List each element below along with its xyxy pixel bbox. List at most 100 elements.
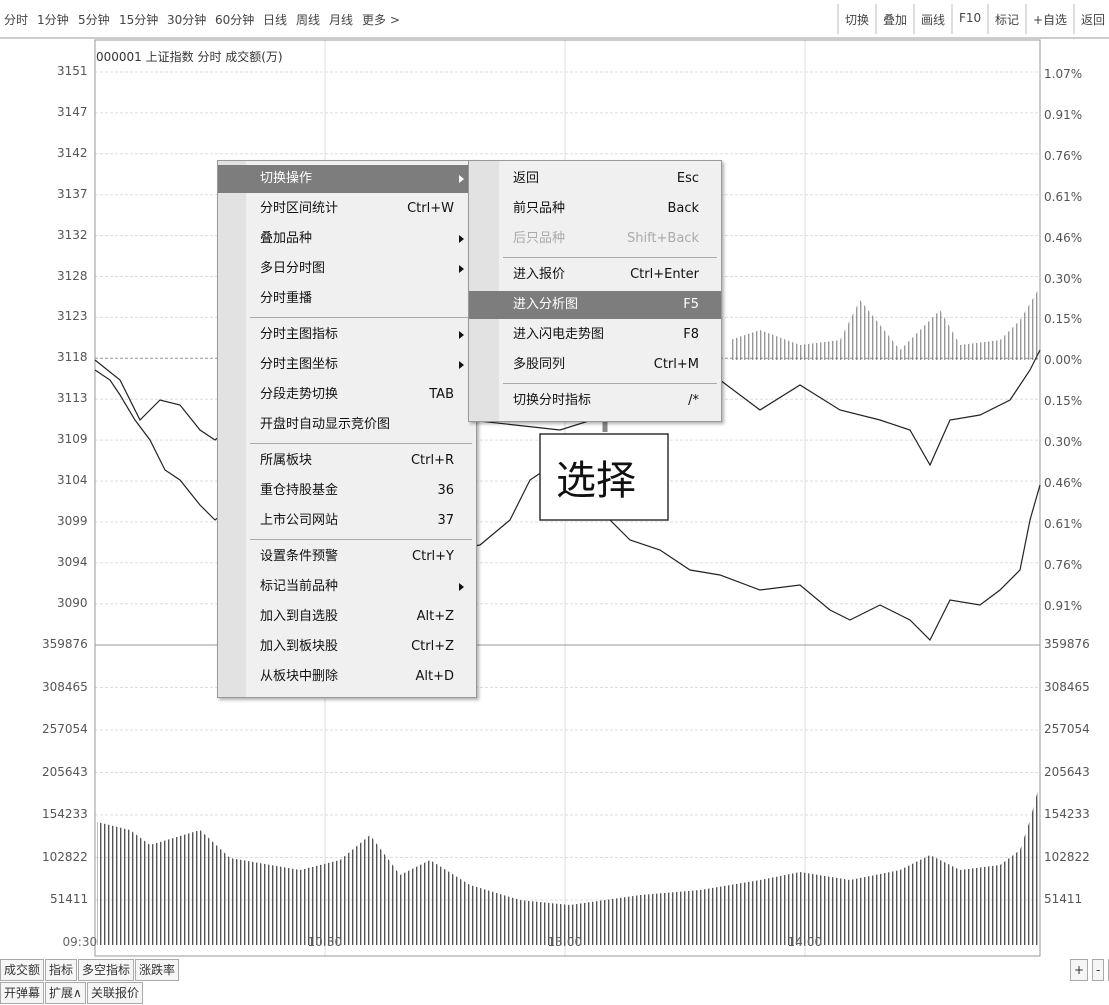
menu-item-label: 所属板块 xyxy=(260,453,313,468)
left-axis-label: 3132 xyxy=(57,227,88,242)
menu-item-shortcut: /* xyxy=(688,393,699,408)
menu-item-label: 叠加品种 xyxy=(260,231,313,246)
menu-item-label: 返回 xyxy=(513,171,540,186)
menu-item[interactable]: 多日分时图 xyxy=(218,255,476,283)
right-axis-label: 359876 xyxy=(1044,637,1090,651)
right-axis-label: 0.46% xyxy=(1044,476,1083,490)
bottom-tab[interactable]: 多空指标 xyxy=(78,959,135,981)
toolbar-button[interactable]: 叠加 xyxy=(883,13,908,27)
left-axis-label: 102822 xyxy=(42,849,88,864)
right-axis-label: 0.00% xyxy=(1044,353,1083,368)
right-axis-label: 1.07% xyxy=(1044,67,1083,81)
zoom-button[interactable]: - xyxy=(1092,959,1105,981)
menu-item-label: 进入闪电走势图 xyxy=(513,327,605,342)
left-axis-label: 3109 xyxy=(57,432,88,447)
menu-item[interactable]: 分时重播 xyxy=(218,285,476,313)
left-axis-label: 3094 xyxy=(57,554,88,569)
menu-item-label: 分时区间统计 xyxy=(260,201,339,216)
menu-item[interactable]: 加入到自选股 Alt+Z xyxy=(218,603,476,631)
menu-item[interactable]: 分时主图指标 xyxy=(218,321,476,349)
right-axis-label: 205643 xyxy=(1044,764,1090,779)
menu-item[interactable]: 返回 Esc xyxy=(469,165,721,193)
left-axis-label: 3099 xyxy=(57,513,88,528)
submenu: 返回 Esc 前只品种 Back 后只品种 Shift+Back 进入报价 Ctrl+Ente… xyxy=(468,160,722,422)
volume-bars xyxy=(97,790,1038,945)
menu-item[interactable]: 加入到板块股 Ctrl+Z xyxy=(218,633,476,661)
left-axis-label: 3142 xyxy=(57,145,88,160)
menu-item-label: 多日分时图 xyxy=(260,261,326,276)
menu-item[interactable]: 设置条件预警 Ctrl+Y xyxy=(218,543,476,571)
bottom-tab[interactable]: 关联报价 xyxy=(87,982,144,1004)
left-axis-label: 3104 xyxy=(57,473,88,487)
menu-item[interactable]: 重仓持股基金 36 xyxy=(218,477,476,505)
submenu-arrow xyxy=(459,235,464,243)
menu-item[interactable]: 进入报价 Ctrl+Enter xyxy=(469,261,721,289)
menu-item[interactable]: 分段走势切换 TAB xyxy=(218,381,476,409)
bottom-tab[interactable]: 指标 xyxy=(45,959,78,981)
left-axis-label: 359876 xyxy=(42,637,88,651)
left-axis-label: 205643 xyxy=(42,764,88,779)
menu-item-label: 从板块中删除 xyxy=(260,669,339,684)
menu-item[interactable]: 从板块中删除 Alt+D xyxy=(218,663,476,691)
toolbar-tab[interactable]: 更多 > xyxy=(362,13,400,27)
menu-item-shortcut: Shift+Back xyxy=(626,231,699,246)
time-label: 10:30 xyxy=(307,935,343,949)
toolbar-tab[interactable]: 日线 xyxy=(263,13,288,27)
icon-column xyxy=(218,161,246,697)
toolbar-button[interactable]: 标记 xyxy=(995,13,1020,27)
toolbar-button[interactable]: 返回 xyxy=(1081,13,1106,27)
toolbar-button[interactable]: 画线 xyxy=(921,13,946,27)
menu-item-label: 进入报价 xyxy=(513,267,566,282)
menu-item[interactable]: 标记当前品种 xyxy=(218,573,476,601)
left-axis-label: 3137 xyxy=(57,186,88,201)
left-axis-label: 3118 xyxy=(57,350,88,365)
menu-item[interactable]: 上市公司网站 37 xyxy=(218,507,476,535)
toolbar-tab[interactable]: 月线 xyxy=(329,13,354,27)
menu-item[interactable]: 进入分析图 F5 xyxy=(469,291,721,319)
menu-item[interactable]: 分时主图坐标 xyxy=(218,351,476,379)
toolbar-button[interactable]: F10 xyxy=(959,11,982,25)
left-axis-label: 3151 xyxy=(57,64,88,78)
menu-item-shortcut: Alt+Z xyxy=(416,609,454,624)
right-axis-label: 308465 xyxy=(1044,679,1090,694)
menu-separator xyxy=(503,257,717,258)
menu-item-label: 分时主图坐标 xyxy=(260,357,339,372)
right-axis-label: 0.15% xyxy=(1044,394,1083,409)
menu-item[interactable]: 所属板块 Ctrl+R xyxy=(218,447,476,475)
menu-item[interactable]: 分时区间统计 Ctrl+W xyxy=(218,195,476,223)
zoom-button[interactable]: + xyxy=(1070,959,1089,981)
menu-item[interactable]: 前只品种 Back xyxy=(469,195,721,223)
toolbar-tab[interactable]: 5分钟 xyxy=(78,13,110,27)
toolbar-button[interactable]: 切换 xyxy=(845,13,870,27)
menu-item-shortcut: 37 xyxy=(437,513,454,528)
bottom-tab[interactable]: 涨跌率 xyxy=(135,959,180,981)
left-axis-label: 3147 xyxy=(57,104,88,119)
menu-separator xyxy=(503,383,717,384)
bottom-tab[interactable]: 开弹幕 xyxy=(0,982,45,1004)
annotation-box xyxy=(539,433,669,521)
right-axis-label: 0.30% xyxy=(1044,435,1083,450)
menu-item[interactable]: 切换操作 xyxy=(218,165,476,193)
right-axis-label: 0.76% xyxy=(1044,148,1083,163)
time-label: 14:00 xyxy=(787,935,823,949)
annotation-text: 选择 xyxy=(556,458,636,504)
menu-item[interactable]: 多股同列 Ctrl+M xyxy=(469,351,721,379)
menu-item-label: 分段走势切换 xyxy=(260,387,339,402)
toolbar-tab[interactable]: 分时 xyxy=(4,13,29,27)
menu-separator xyxy=(250,443,472,444)
toolbar-tab[interactable]: 周线 xyxy=(296,13,321,27)
toolbar-tab[interactable]: 60分钟 xyxy=(215,13,255,27)
menu-item[interactable]: 切换分时指标 /* xyxy=(469,387,721,415)
right-axis-label: 0.30% xyxy=(1044,271,1083,286)
toolbar-button[interactable]: +自选 xyxy=(1033,13,1068,27)
toolbar-tab[interactable]: 1分钟 xyxy=(37,13,69,27)
bottom-tab[interactable]: 成交额 xyxy=(0,959,45,981)
toolbar-tab[interactable]: 15分钟 xyxy=(119,13,159,27)
menu-item[interactable]: 进入闪电走势图 F8 xyxy=(469,321,721,349)
toolbar-tab[interactable]: 30分钟 xyxy=(167,13,207,27)
bottom-tab[interactable]: 扩展∧ xyxy=(45,982,86,1004)
time-label: 09:30 xyxy=(62,935,98,949)
menu-item[interactable]: 开盘时自动显示竞价图 xyxy=(218,411,476,439)
menu-item[interactable]: 叠加品种 xyxy=(218,225,476,253)
